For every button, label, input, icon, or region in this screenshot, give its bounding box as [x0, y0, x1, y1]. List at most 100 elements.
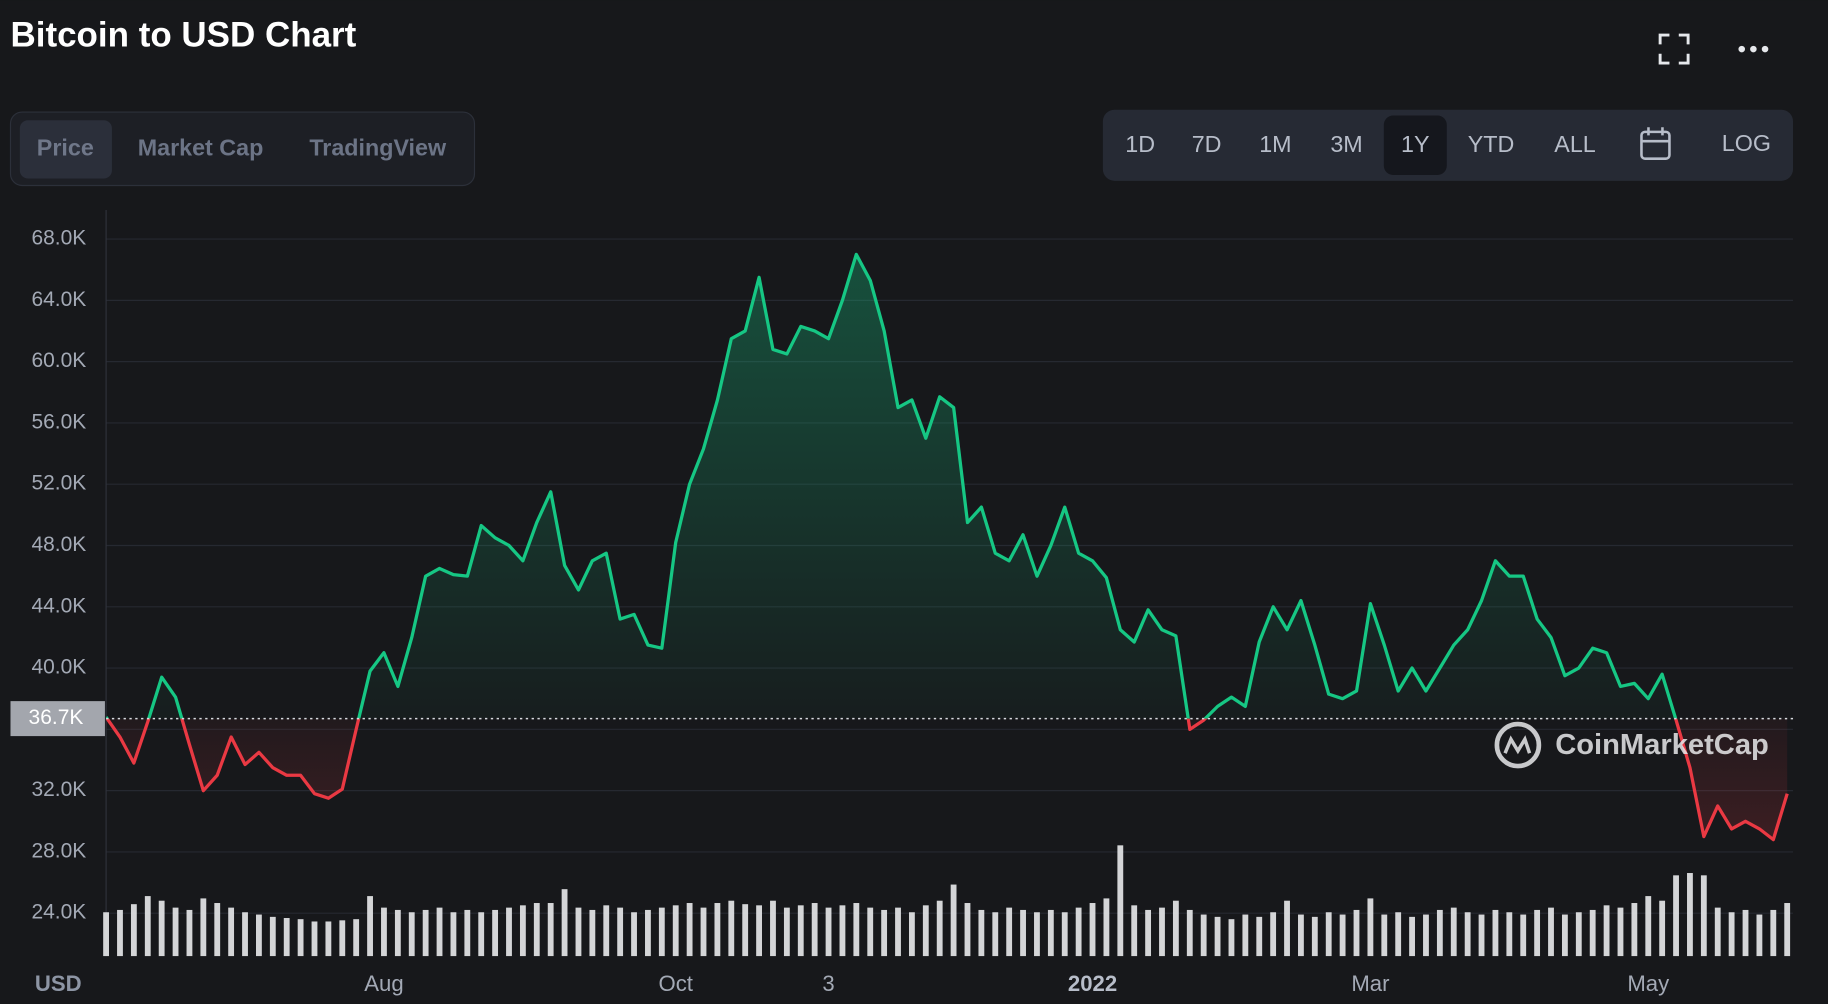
volume-bar — [256, 914, 262, 957]
volume-bar — [1325, 912, 1332, 957]
volume-bar — [1534, 909, 1541, 957]
volume-bar — [908, 912, 915, 957]
log-button[interactable]: LOG — [1722, 130, 1771, 156]
area-down — [106, 718, 1788, 840]
volume-bar — [1186, 909, 1193, 957]
tab[interactable]: Price — [19, 120, 112, 179]
range-label: 7D — [1192, 131, 1222, 157]
range-button[interactable]: 3M — [1330, 131, 1362, 157]
volume-bar — [1478, 914, 1485, 957]
volume-bar — [1700, 875, 1707, 957]
dot — [1761, 45, 1769, 53]
x-tick-label: Oct — [658, 971, 692, 996]
volume-bar — [297, 919, 304, 957]
volume-bar — [1589, 909, 1596, 957]
calendar-button[interactable] — [1640, 127, 1671, 160]
volume-bar — [714, 903, 721, 957]
volume-bar — [742, 904, 749, 957]
calendar-icon-lines — [1641, 127, 1670, 143]
y-tick-label: 40.0K — [31, 656, 86, 679]
volume-bar — [1311, 916, 1318, 957]
volume-bar — [547, 903, 554, 957]
range-button[interactable]: YTD — [1468, 131, 1515, 157]
range-label: 1Y — [1401, 131, 1430, 157]
x-tick-label: 2022 — [1068, 971, 1117, 996]
y-tick-label: 68.0K — [31, 227, 86, 250]
y-tick-label: 24.0K — [31, 901, 86, 924]
volume-bar — [1075, 907, 1082, 957]
volume-bar — [686, 903, 693, 957]
volume-bar — [561, 889, 568, 957]
volume-bar — [1714, 907, 1721, 957]
volume-bar — [1228, 919, 1235, 957]
volume-bar — [881, 909, 888, 957]
watermark-logo — [1494, 721, 1542, 769]
volume-bar — [1061, 912, 1068, 957]
volume-bar — [1200, 914, 1207, 957]
volume-bar — [172, 907, 179, 957]
fullscreen-button[interactable] — [1658, 33, 1690, 65]
volume-bar — [631, 912, 637, 957]
tab-label: TradingView — [309, 134, 447, 160]
volume-bar — [492, 909, 499, 957]
volume-bar — [825, 907, 832, 957]
volume-bar — [464, 909, 471, 957]
range-button[interactable]: 1Y — [1383, 115, 1447, 175]
volume-bar — [367, 896, 373, 957]
tab[interactable]: TradingView — [309, 134, 447, 160]
volume-bar — [589, 909, 596, 957]
range-button[interactable]: 1D — [1125, 131, 1155, 157]
volume-bar — [1395, 912, 1402, 957]
volume-bar — [283, 918, 290, 957]
volume-bar — [1256, 916, 1263, 957]
volume-bar — [922, 905, 929, 957]
volume-bar — [1339, 914, 1346, 957]
tab[interactable]: Market Cap — [138, 134, 264, 160]
range-label: 1M — [1259, 131, 1291, 157]
volume-bar — [1353, 909, 1360, 957]
range-label: 1D — [1125, 131, 1155, 157]
volume-bar — [339, 920, 346, 957]
volume-bar — [242, 912, 248, 957]
volume-bar — [1034, 912, 1040, 957]
volume-bar — [1687, 873, 1693, 957]
volume-bar — [1548, 907, 1554, 957]
volume-bar — [1575, 912, 1582, 957]
volume-bar — [1409, 916, 1415, 957]
range-group — [1102, 109, 1794, 181]
range-button[interactable]: ALL — [1554, 131, 1595, 157]
x-tick-label: Mar — [1351, 971, 1389, 996]
volume-bar — [1367, 898, 1374, 957]
range-button[interactable]: 7D — [1192, 131, 1222, 157]
volume-bar — [797, 905, 804, 957]
volume-bar — [1020, 909, 1026, 957]
range-button[interactable]: 1M — [1259, 131, 1291, 157]
more-button[interactable] — [1738, 45, 1769, 53]
volume-bar — [1659, 900, 1666, 957]
volume-bar — [700, 907, 707, 957]
fullscreen-icon — [1658, 33, 1690, 65]
volume-bar — [1242, 914, 1249, 957]
tab-group — [9, 111, 476, 187]
volume-bar — [450, 912, 457, 957]
watermark-logo-mark — [1503, 735, 1532, 755]
y-tick-label: 28.0K — [31, 839, 86, 862]
volume-bar — [436, 907, 443, 957]
watermark-text: CoinMarketCap — [1555, 729, 1769, 761]
volume-bar — [770, 900, 776, 957]
volume-bar — [1159, 907, 1165, 957]
log-label: LOG — [1722, 130, 1771, 156]
volume-bar — [867, 907, 874, 957]
y-tick-label: 64.0K — [31, 288, 86, 311]
volume-bar — [978, 909, 985, 957]
range-label: 3M — [1330, 131, 1362, 157]
range-active-bg — [1383, 115, 1447, 175]
volume-bar — [1561, 914, 1568, 957]
volume-bar — [756, 905, 762, 957]
volume-bar — [1492, 909, 1499, 957]
volume-bar — [533, 903, 540, 957]
volume-bar — [1270, 912, 1277, 957]
volume-bar — [1756, 914, 1763, 957]
range-label: YTD — [1468, 131, 1515, 157]
dot — [1738, 45, 1745, 53]
